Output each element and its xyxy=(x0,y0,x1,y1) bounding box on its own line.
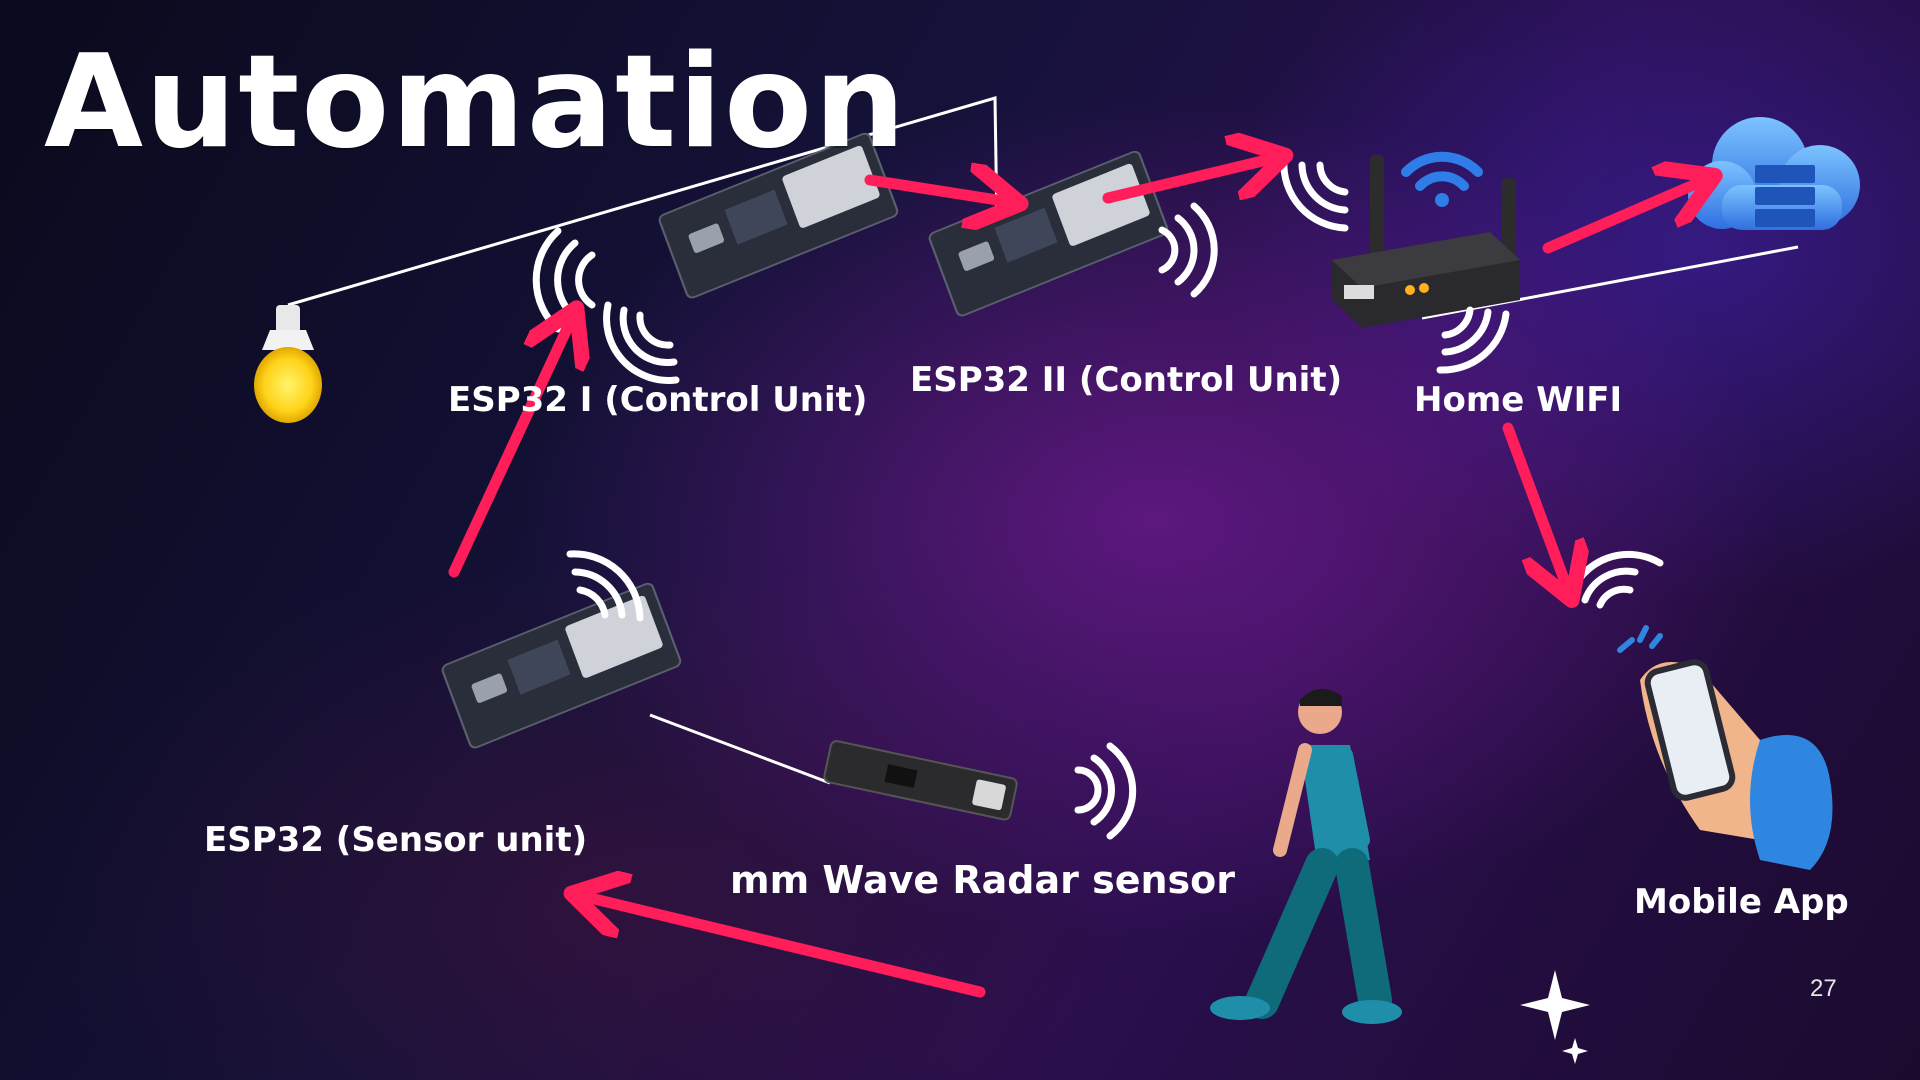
signal-waves xyxy=(532,156,1664,840)
flow-arrows xyxy=(448,158,1705,998)
arrow-person-to-sensor xyxy=(582,896,986,998)
esp32-two-label: ESP32 II (Control Unit) xyxy=(910,360,1343,400)
page-number: 27 xyxy=(1810,975,1837,1002)
signal-wave-icon xyxy=(1436,306,1510,374)
cloud-server-icon xyxy=(1688,117,1860,230)
signal-wave-icon xyxy=(566,550,644,622)
arrow-router-to-cloud xyxy=(1542,180,1705,254)
mobile-app-label: Mobile App xyxy=(1634,882,1849,922)
page-title: Automation xyxy=(44,28,908,177)
esp32-sensor-label: ESP32 (Sensor unit) xyxy=(204,820,588,860)
signal-wave-icon xyxy=(603,301,680,384)
esp32-one-label: ESP32 I (Control Unit) xyxy=(448,380,868,420)
radar-sensor-icon xyxy=(823,740,1018,821)
esp32-board-icon xyxy=(658,132,899,299)
home-wifi-label: Home WIFI xyxy=(1414,380,1623,420)
router-icon xyxy=(1332,155,1520,328)
person-walking-icon xyxy=(1210,688,1402,1024)
esp32-board-icon xyxy=(928,150,1169,317)
arrow-router-to-phone xyxy=(1502,422,1568,590)
radar-to-sensor-line xyxy=(649,713,831,785)
esp32-board-icon xyxy=(441,582,682,749)
signal-wave-icon xyxy=(1074,742,1137,840)
signal-wave-icon xyxy=(1566,550,1664,609)
arrow-esp32-one-to-esp32-two xyxy=(864,180,1010,202)
signal-wave-icon xyxy=(532,227,596,333)
signal-wave-icon xyxy=(1280,156,1349,232)
arrow-esp32-two-to-router xyxy=(1102,158,1275,204)
radar-label: mm Wave Radar sensor xyxy=(730,858,1236,902)
light-bulb-icon xyxy=(254,305,322,423)
signal-wave-icon xyxy=(1158,202,1218,298)
phone-hand-icon xyxy=(1617,625,1833,870)
wifi-icon xyxy=(1401,151,1483,207)
sparkle-icon xyxy=(1520,970,1590,1064)
arrow-sensor-to-esp32-one xyxy=(448,318,572,578)
